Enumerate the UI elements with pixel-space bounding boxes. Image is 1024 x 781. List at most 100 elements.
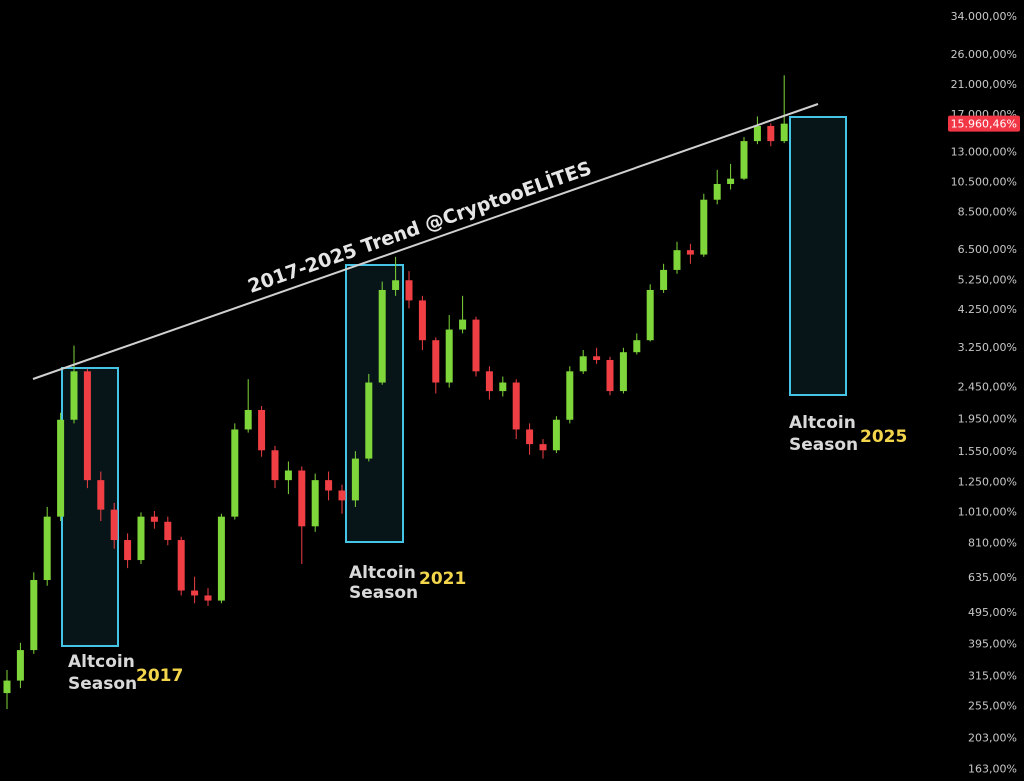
annotation-year: 2021 [419,569,466,589]
y-tick-label: 6.500,00% [958,243,1017,256]
candle-body [150,516,158,522]
candle-body [619,352,627,392]
candle-body [606,360,614,392]
candle-body [673,250,681,270]
candle-body [753,125,761,142]
candle-body [579,356,587,372]
annotation-text: Season [68,674,137,694]
candle-body [271,450,279,481]
candle-body [472,319,480,372]
y-tick-label: 21.000,00% [951,78,1017,91]
trend-label: 2017-2025 Trend @CryptooELİTES [245,155,595,297]
candle-body [512,382,520,430]
candle-body [311,480,319,527]
candle-body [110,509,118,541]
season-box [345,264,404,543]
y-tick-label: 1.250,00% [958,475,1017,488]
candle-body [338,490,346,501]
candle-body [646,289,654,341]
y-tick-label: 635,00% [968,571,1017,584]
annotation-text: Season [349,583,418,603]
candle-body [124,540,132,561]
candle-body [767,125,775,142]
candle-body [325,480,333,491]
y-tick-label: 1.550,00% [958,445,1017,458]
y-tick-label: 4.250,00% [958,303,1017,316]
candle-body [633,340,641,353]
candle-body [526,429,534,445]
candle-body [660,269,668,290]
candle-body [593,356,601,361]
y-tick-label: 26.000,00% [951,48,1017,61]
y-tick-label: 1.010,00% [958,505,1017,518]
candle-body [204,595,212,601]
y-tick-label: 3.250,00% [958,341,1017,354]
candle-body [700,199,708,255]
y-tick-label: 203,00% [968,731,1017,744]
y-tick-label: 810,00% [968,536,1017,549]
season-box [789,116,847,396]
candle-body [365,382,373,459]
candle-body [459,319,467,330]
y-tick-label: 163,00% [968,762,1017,775]
candle-body [16,650,24,681]
candle-body [298,470,306,527]
candle-body [258,409,266,451]
candle-body [97,480,105,510]
candle-body [686,250,694,255]
candle-body [740,141,748,179]
annotation-text: Altcoin [789,413,856,433]
candle-body [164,521,172,541]
candle-body [217,516,225,601]
candle-body [392,280,400,290]
last-price-label: 15.960,46% [951,118,1017,131]
candle-body [485,371,493,392]
annotation-text: Altcoin [349,563,416,583]
candle-body [780,123,788,142]
candle-body [499,382,507,392]
candle-body [552,419,560,451]
y-tick-label: 34.000,00% [951,10,1017,23]
annotation-year: 2025 [860,427,907,447]
trend-line [32,103,819,380]
candle-body [284,470,292,481]
candle-body [713,183,721,200]
y-tick-label: 5.250,00% [958,273,1017,286]
annotation-text: Season [789,435,858,455]
candle-body [3,680,11,694]
y-tick-label: 395,00% [968,638,1017,651]
candle-body [191,590,199,596]
y-tick-label: 2.450,00% [958,381,1017,394]
candle-body [177,540,185,591]
last-price-marker [948,115,1020,132]
candle-body [539,444,547,451]
candle-body [244,409,252,430]
candle-body [405,280,413,301]
candle-body [137,516,145,561]
candle-body [30,580,38,651]
y-tick-label: 8.500,00% [958,205,1017,218]
candle-body [418,300,426,341]
y-tick-label: 13.000,00% [951,146,1017,159]
y-tick-label: 255,00% [968,699,1017,712]
candle-body [727,178,735,184]
candle-body [566,371,574,420]
y-tick-label: 495,00% [968,606,1017,619]
candle-body [231,429,239,517]
candle-body [83,371,91,481]
candle-body [432,340,440,383]
y-tick-label: 315,00% [968,670,1017,683]
candle-body [351,458,359,501]
y-axis: 34.000,00%26.000,00%21.000,00%17.000,00%… [948,10,1020,775]
candle-body [70,371,78,420]
candles [3,75,788,710]
candle-body [378,289,386,383]
candle-body [445,329,453,383]
candle-body [57,419,65,517]
annotation-text: Altcoin [68,652,135,672]
annotation-year: 2017 [136,666,183,686]
candle-body [43,516,51,581]
y-tick-label: 1.950,00% [958,413,1017,426]
